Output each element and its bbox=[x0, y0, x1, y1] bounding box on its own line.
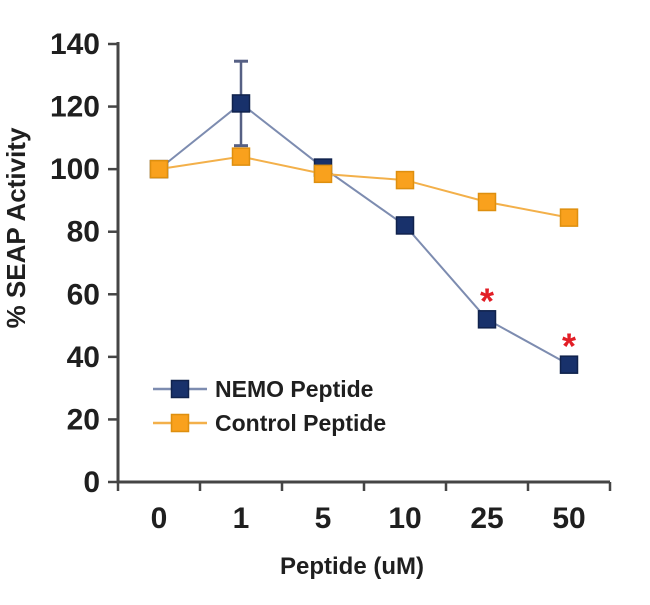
data-point-marker-control-peptide bbox=[559, 208, 579, 227]
significance-asterisk: * bbox=[480, 280, 494, 321]
data-point-marker-control-peptide bbox=[231, 147, 251, 166]
data-point-marker-control-peptide bbox=[395, 170, 415, 190]
data-point-marker-nemo-peptide bbox=[559, 355, 579, 374]
legend-label-control-peptide: Control Peptide bbox=[215, 410, 386, 436]
y-tick-label: 20 bbox=[67, 403, 100, 436]
data-point-marker-control-peptide bbox=[313, 164, 333, 184]
x-tick-label: 25 bbox=[470, 502, 503, 535]
significance-asterisk: * bbox=[562, 326, 576, 367]
x-tick-label: 50 bbox=[552, 502, 585, 535]
data-point-marker-nemo-peptide bbox=[231, 94, 251, 113]
data-point-marker-control-peptide bbox=[149, 159, 169, 179]
x-tick-label: 5 bbox=[315, 502, 332, 535]
legend-marker-control-peptide bbox=[170, 413, 190, 433]
data-point-marker-nemo-peptide bbox=[395, 216, 415, 235]
series-line-nemo-peptide bbox=[158, 102, 570, 366]
data-point-marker-nemo-peptide bbox=[477, 310, 497, 329]
x-tick-label: 0 bbox=[151, 502, 168, 535]
legend-marker-nemo-peptide bbox=[170, 379, 190, 399]
data-point-marker-control-peptide bbox=[477, 192, 497, 212]
x-tick-label: 1 bbox=[233, 502, 250, 535]
y-tick-label: 40 bbox=[67, 341, 100, 374]
x-tick-label: 10 bbox=[388, 502, 421, 535]
y-tick-label: 140 bbox=[50, 28, 100, 61]
series-line-control-peptide bbox=[158, 155, 570, 219]
y-axis-title: % SEAP Activity bbox=[1, 127, 31, 328]
x-axis-title: Peptide (uM) bbox=[280, 553, 424, 580]
y-tick-label: 60 bbox=[67, 278, 100, 311]
y-tick-label: 0 bbox=[83, 466, 100, 499]
legend-label-nemo-peptide: NEMO Peptide bbox=[215, 376, 373, 402]
y-tick-label: 100 bbox=[50, 153, 100, 186]
y-tick-label: 120 bbox=[50, 91, 100, 124]
y-tick-label: 80 bbox=[67, 216, 100, 249]
